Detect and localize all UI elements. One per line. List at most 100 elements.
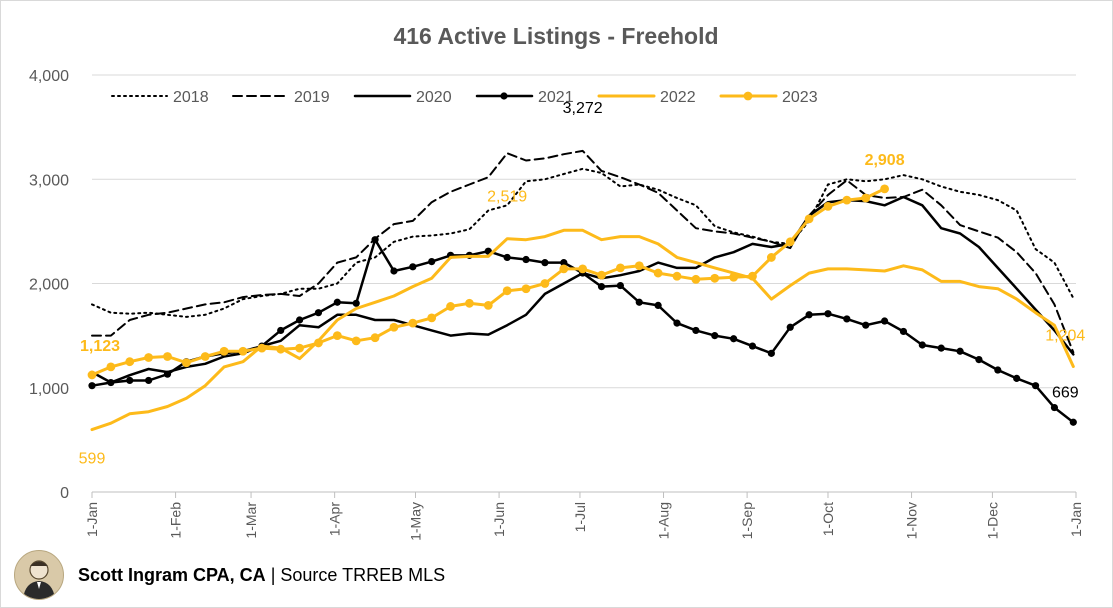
legend-item-2020: 2020 — [353, 89, 452, 106]
x-tick-label: 1-Oct — [820, 502, 836, 536]
data-point-2021 — [994, 366, 1002, 374]
data-point-2021 — [333, 298, 341, 306]
data-point-2023 — [748, 271, 757, 281]
data-point-2021 — [107, 378, 115, 387]
x-tick-label: 1-Aug — [656, 502, 672, 539]
series-2018 — [91, 167, 1075, 318]
data-point-2021 — [277, 326, 285, 335]
data-point-2021 — [145, 376, 153, 385]
x-tick-label: 1-Jan — [1068, 502, 1084, 537]
data-label-2023: 2,908 — [865, 152, 905, 169]
gridlines — [92, 74, 1076, 389]
data-point-2023 — [106, 362, 116, 372]
data-point-2023 — [389, 322, 399, 332]
portrait-icon — [23, 560, 55, 599]
data-point-2023 — [785, 237, 795, 247]
data-point-2023 — [502, 286, 512, 296]
footer-author: Scott Ingram CPA, CA — [78, 564, 266, 585]
legend-item-2019: 2019 — [232, 89, 330, 106]
data-point-2023 — [257, 343, 267, 353]
data-label-2019: 3,272 — [563, 100, 603, 117]
data-point-2023 — [87, 370, 97, 380]
data-point-2021 — [522, 255, 530, 264]
footer-credit: Scott Ingram CPA, CA | Source TRREB MLS — [78, 565, 445, 586]
data-point-2023 — [238, 346, 248, 356]
data-point-2023 — [521, 284, 531, 294]
data-point-2021 — [1050, 403, 1059, 412]
y-tick-label: 1,000 — [29, 381, 69, 398]
data-point-2023 — [370, 333, 380, 343]
data-point-2021 — [295, 316, 304, 324]
data-point-2023 — [181, 358, 191, 368]
data-point-2023 — [880, 184, 889, 194]
data-point-2023 — [540, 279, 550, 288]
footer-separator: | — [270, 564, 276, 585]
data-point-2023 — [861, 193, 871, 203]
avatar — [14, 550, 64, 600]
series-line-2022 — [90, 228, 1075, 432]
y-axis-ticks: 0 1,000 2,000 3,000 4,000 — [29, 68, 69, 502]
data-point-2021 — [88, 382, 96, 390]
data-label-2022: 2,519 — [487, 188, 527, 205]
data-point-2021 — [748, 342, 757, 350]
annotation-layer: 3,272 2,908 2,519 1,123 599 1,204 669 — [79, 100, 1086, 468]
data-point-2021 — [767, 349, 775, 357]
data-point-2021 — [692, 326, 700, 335]
x-tick-label: 1-Jan — [84, 502, 100, 537]
series-layer — [87, 149, 1077, 432]
data-point-2021 — [805, 311, 813, 319]
data-point-2023 — [408, 318, 418, 328]
data-point-2021 — [711, 332, 719, 340]
data-point-2021 — [352, 299, 360, 307]
series-2023 — [87, 184, 889, 380]
data-point-2021 — [1031, 382, 1040, 390]
data-point-2021 — [541, 259, 549, 267]
data-point-2023 — [276, 344, 286, 354]
y-tick-label: 0 — [60, 485, 69, 502]
data-point-2021 — [730, 335, 738, 343]
data-point-2023 — [144, 353, 154, 362]
x-axis: 1-Jan 1-Feb 1-Mar 1-Apr 1-May 1-Jun 1-Jul 1-Aug… — [84, 491, 1084, 541]
data-point-2021 — [635, 298, 643, 306]
series-line-2020 — [90, 195, 1075, 384]
series-line-2023 — [90, 187, 887, 377]
x-tick-label: 1-Mar — [243, 502, 259, 539]
data-point-2023 — [483, 300, 493, 310]
legend-marker-2021 — [500, 92, 508, 100]
data-point-2023 — [766, 253, 776, 262]
data-label-2022: 599 — [79, 451, 106, 468]
x-tick-label: 1-May — [408, 502, 424, 541]
data-point-2021 — [560, 259, 568, 267]
y-tick-label: 4,000 — [29, 68, 69, 85]
data-point-2021 — [862, 321, 870, 329]
data-point-2023 — [653, 268, 663, 278]
data-point-2021 — [654, 301, 662, 309]
data-point-2021 — [409, 263, 417, 271]
legend-item-2023: 2023 — [719, 89, 818, 106]
y-tick-label: 2,000 — [29, 277, 69, 294]
legend: 2018 2019 2020 2021 2022 2023 — [111, 89, 818, 106]
data-point-2023 — [710, 273, 720, 283]
data-point-2021 — [1069, 418, 1077, 426]
data-point-2021 — [428, 258, 436, 266]
x-tick-label: 1-Sep — [739, 502, 755, 540]
series-2019 — [91, 149, 1075, 354]
legend-item-2022: 2022 — [597, 89, 696, 106]
data-point-2021 — [314, 309, 323, 317]
data-point-2023 — [427, 313, 437, 323]
x-tick-label: 1-Jul — [572, 502, 588, 532]
data-point-2021 — [786, 323, 794, 331]
data-point-2021 — [163, 370, 172, 378]
data-point-2021 — [956, 347, 964, 355]
data-point-2023 — [295, 343, 304, 353]
series-line-2019 — [91, 149, 1075, 354]
x-tick-label: 1-Jun — [491, 502, 507, 537]
data-label-2023: 1,123 — [80, 338, 120, 355]
legend-label-2018: 2018 — [173, 89, 209, 106]
data-point-2021 — [918, 341, 926, 349]
data-label-2022: 1,204 — [1045, 327, 1085, 344]
legend-label-2023: 2023 — [782, 89, 818, 106]
legend-marker-2023 — [743, 91, 753, 101]
